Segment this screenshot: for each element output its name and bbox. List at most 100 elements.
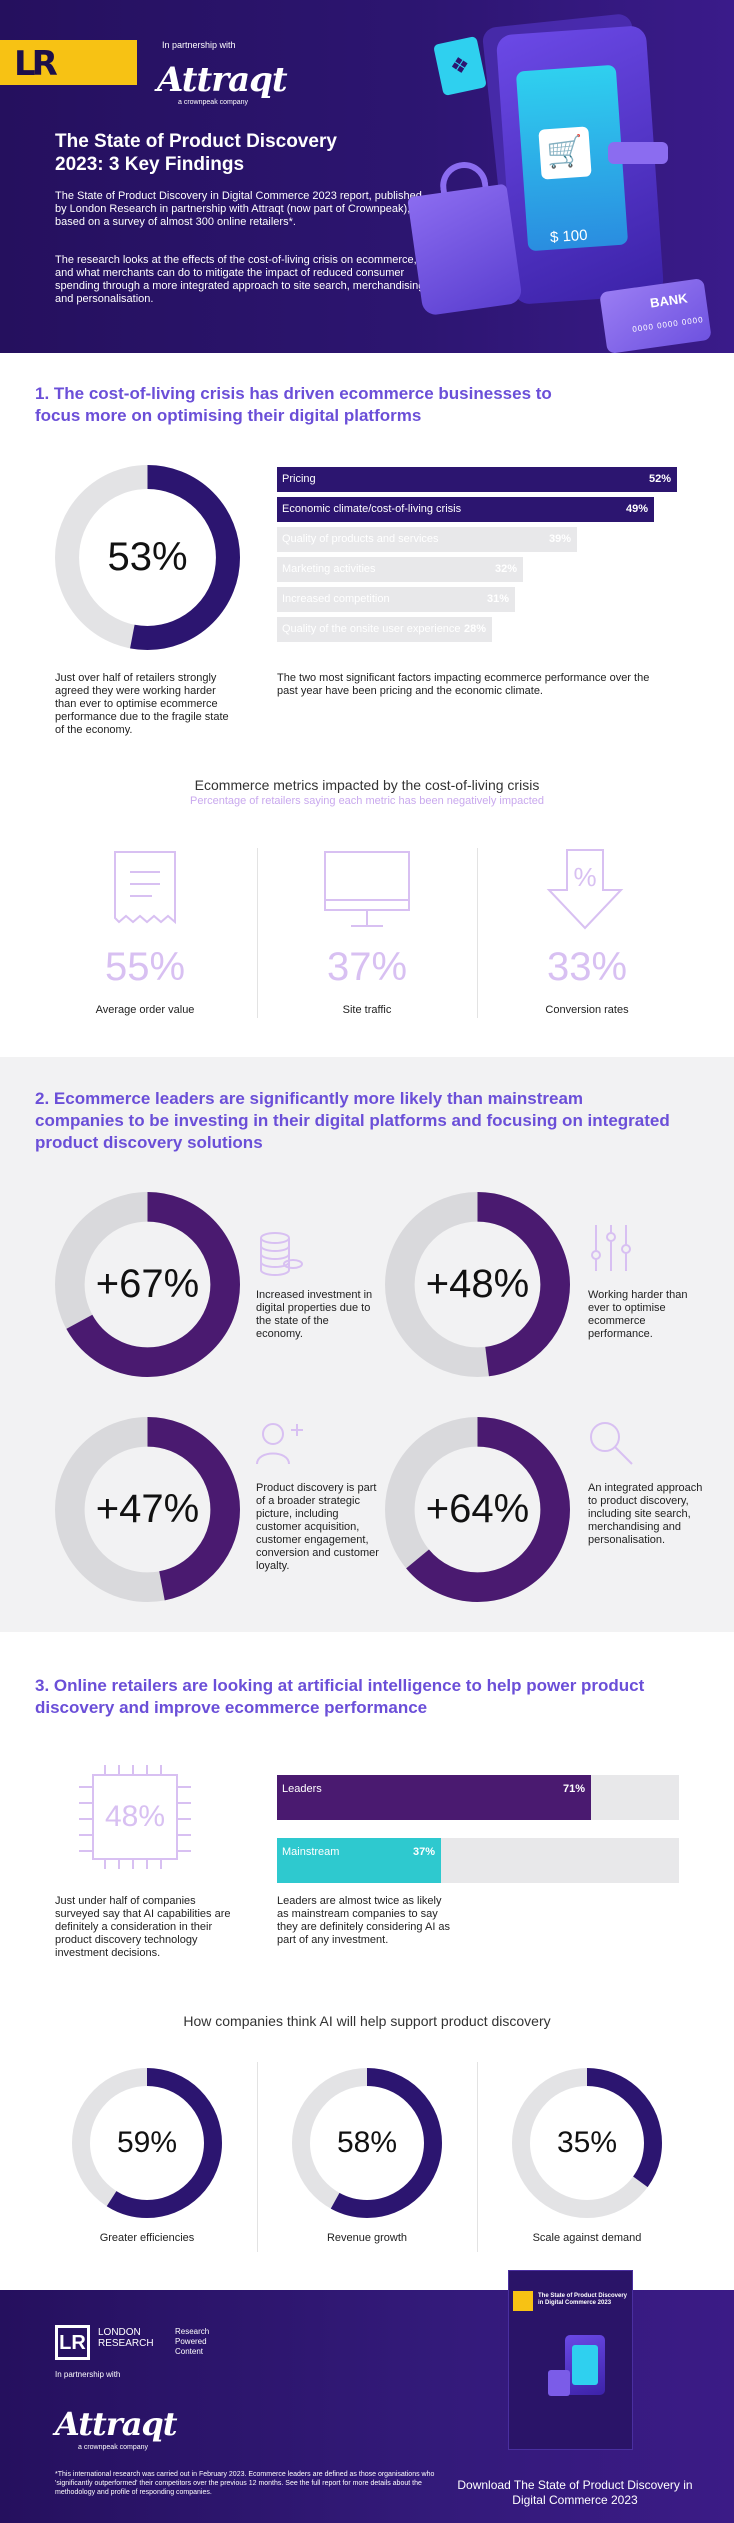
donut-value: 58% <box>336 2126 398 2159</box>
donut-value: 35% <box>556 2126 618 2159</box>
cover-logo <box>513 2291 533 2311</box>
cover-title: The State of Product Discovery in Digita… <box>538 2293 628 2306</box>
ai-chip-value: 48% <box>104 1800 166 1833</box>
factor-bar-value: 32% <box>494 563 517 575</box>
donut-value: +67% <box>95 1262 200 1306</box>
donut-chart-64: +64% <box>385 1417 570 1602</box>
london-research-logo: LR <box>0 40 137 85</box>
page-title: The State of Product Discovery 2023: 3 K… <box>55 131 337 175</box>
attraqt-logo: Attraqt <box>157 60 288 100</box>
donut-svg <box>512 2068 662 2218</box>
divider <box>477 2062 478 2252</box>
metric-label-conversion: Conversion rates <box>545 1004 629 1016</box>
factor-bar: Pricing 52% <box>277 467 677 492</box>
factor-bar-value: 39% <box>548 533 571 545</box>
stat-caption-working: Working harder than ever to optimise eco… <box>588 1289 688 1340</box>
donut-caption: Just over half of retailers strongly agr… <box>55 672 229 736</box>
section-2-title: 2. Ecommerce leaders are significantly m… <box>35 1089 670 1152</box>
ai-bar: Leaders 71% <box>277 1775 591 1820</box>
divider <box>477 848 478 1018</box>
donut-svg <box>55 1192 240 1377</box>
svg-text:%: % <box>573 862 596 892</box>
shopping-bag-icon <box>407 183 523 317</box>
donut-value: 53% <box>107 535 188 579</box>
stat-caption-investment: Increased investment in digital properti… <box>256 1289 373 1340</box>
factor-bar-value: 52% <box>648 473 671 485</box>
donut-chart-48: +48% <box>385 1192 570 1377</box>
intro-paragraph-2: The research looks at the effects of the… <box>55 254 425 305</box>
donut-chart-67: +67% <box>55 1192 240 1377</box>
factor-bar-label: Marketing activities <box>282 563 376 575</box>
donut-chart-47: +47% <box>55 1417 240 1602</box>
ai-donut-caption-revenue: Revenue growth <box>326 2232 408 2244</box>
footer-attraqt-logo: Attraqt <box>55 2405 178 2443</box>
stat-caption-strategic: Product discovery is part of a broader s… <box>256 1482 379 1572</box>
metrics-subtitle: Percentage of retailers saying each metr… <box>189 795 545 807</box>
donut-segment <box>385 1417 570 1602</box>
donut-segment <box>385 1192 570 1377</box>
factor-bar: Quality of products and services 39% <box>277 527 577 552</box>
donut-chart-53: 53% <box>55 465 240 650</box>
factor-bar: Increased competition 31% <box>277 587 515 612</box>
percent-arrow-icon: % <box>546 849 624 930</box>
ai-chip-caption: Just under half of companies surveyed sa… <box>55 1895 231 1959</box>
metric-value-traffic: 37% <box>326 945 408 989</box>
ai-bar-value: 71% <box>562 1783 585 1795</box>
metrics-title: Ecommerce metrics impacted by the cost-o… <box>194 777 540 793</box>
donut-svg <box>55 1417 240 1602</box>
factor-bar-label: Economic climate/cost-of-living crisis <box>282 503 462 515</box>
donut-svg <box>385 1417 570 1602</box>
cover-phone-screen <box>572 2345 598 2385</box>
donut-chart-58: 58% <box>292 2068 442 2218</box>
factor-bar-label: Pricing <box>282 473 316 485</box>
divider <box>257 2062 258 2252</box>
price-tag: $ 100 <box>549 226 589 247</box>
user-plus-icon <box>256 1423 303 1465</box>
factor-bar: Quality of the onsite user experience 28% <box>277 617 492 642</box>
metric-label-aov: Average order value <box>95 1004 195 1016</box>
ai-bar-label: Mainstream <box>282 1846 340 1858</box>
factor-bar-value: 28% <box>463 623 486 635</box>
factor-bar-label: Quality of products and services <box>282 533 439 545</box>
metric-value-conversion: 33% <box>546 945 628 989</box>
footer-partnership-label: In partnership with <box>55 2370 121 2379</box>
factor-bar-label: Quality of the onsite user experience <box>282 623 461 635</box>
section-3-title: 3. Online retailers are looking at artif… <box>35 1676 645 1717</box>
factor-bar: Marketing activities 32% <box>277 557 523 582</box>
search-icon <box>590 1422 633 1465</box>
sliders-icon <box>591 1225 631 1271</box>
notification-bubble <box>608 142 668 164</box>
donut-segment <box>55 465 240 650</box>
donut-segment <box>512 2068 662 2218</box>
footer-crownpeak-tagline: a crownpeak company <box>78 2444 149 2451</box>
footnote: *This international research was carried… <box>55 2471 435 2496</box>
donut-value: 59% <box>116 2126 178 2159</box>
factor-bar-value: 49% <box>625 503 648 515</box>
ai-bars-caption: Leaders are almost twice as likely as ma… <box>277 1895 451 1946</box>
ai-donut-caption-efficiency: Greater efficiencies <box>99 2232 195 2244</box>
factor-bar: Economic climate/cost-of-living crisis 49… <box>277 497 654 522</box>
donut-svg <box>385 1192 570 1377</box>
intro-paragraph-1: The State of Product Discovery in Digita… <box>55 190 422 228</box>
cover-bag-illustration <box>548 2370 570 2396</box>
download-link[interactable]: Download The State of Product Discovery … <box>457 2478 693 2507</box>
ai-bar: Mainstream 37% <box>277 1838 441 1883</box>
crownpeak-tagline: a crownpeak company <box>178 99 249 106</box>
monitor-icon <box>324 851 410 927</box>
donut-value: +64% <box>425 1487 530 1531</box>
bars-caption: The two most significant factors impacti… <box>277 672 650 697</box>
ai-donut-caption-scale: Scale against demand <box>532 2232 642 2244</box>
london-research-mark: LR <box>55 2325 90 2360</box>
factor-bar-label: Increased competition <box>282 593 390 605</box>
partnership-label: In partnership with <box>162 40 236 50</box>
donut-segment <box>292 2068 442 2218</box>
stat-caption-integrated: An integrated approach to product discov… <box>588 1482 703 1546</box>
coins-icon <box>260 1232 303 1276</box>
ai-bar-value: 37% <box>412 1846 435 1858</box>
cart-icon: 🛒 <box>538 126 592 180</box>
donut-segment <box>55 1417 240 1602</box>
ai-chip-icon <box>79 1765 191 1869</box>
section-1-title: 1. The cost-of-living crisis has driven … <box>35 384 552 425</box>
donut-segment <box>72 2068 222 2218</box>
receipt-icon <box>114 851 176 925</box>
